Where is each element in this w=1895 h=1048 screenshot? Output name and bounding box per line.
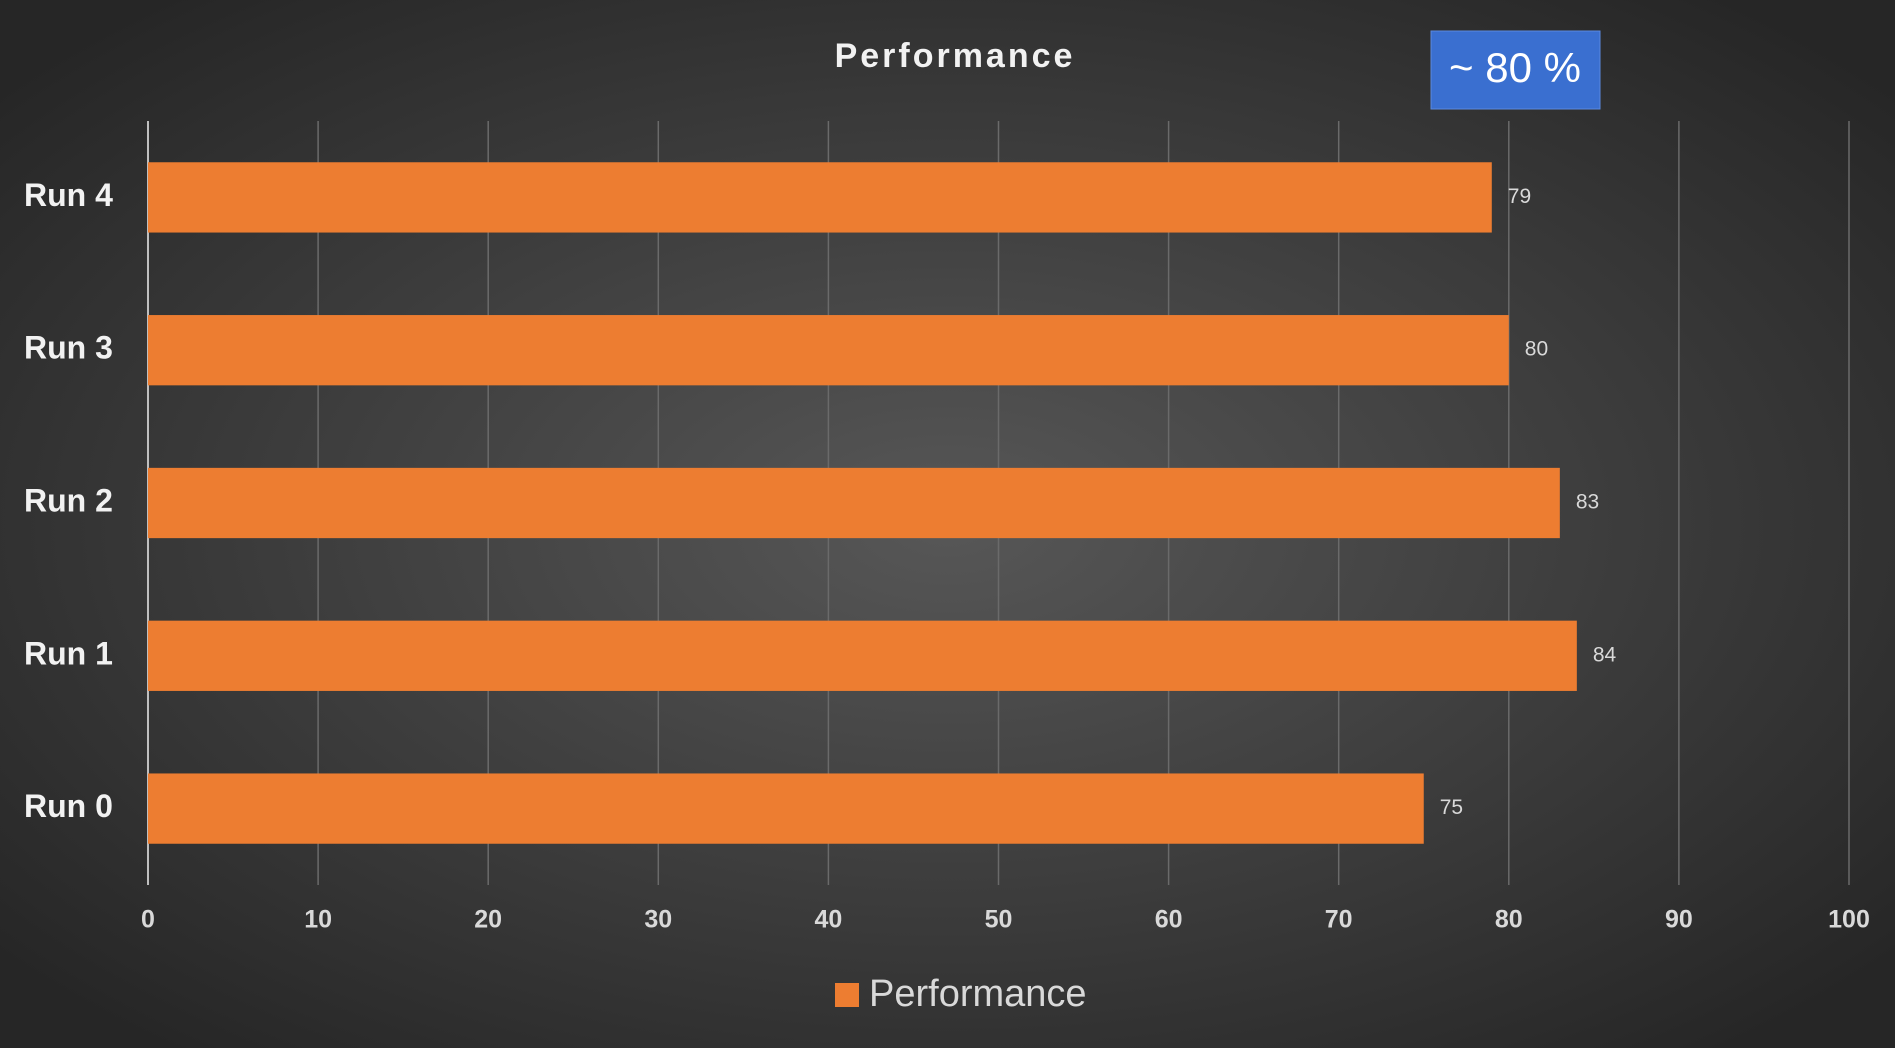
bar: [148, 467, 1560, 539]
x-tick-label: 100: [1828, 906, 1870, 934]
x-tick-label: 20: [474, 906, 502, 934]
annotation: ~ 80 %: [1449, 44, 1581, 91]
data-label: 79: [1508, 185, 1531, 208]
data-label: 83: [1576, 491, 1599, 514]
x-tick-label: 50: [985, 906, 1013, 934]
x-tick-label: 30: [644, 906, 672, 934]
annotation-box: [1430, 30, 1601, 110]
bar: [148, 315, 1509, 386]
y-tick-label: Run 1: [24, 635, 113, 671]
x-tick-label: 10: [304, 906, 332, 934]
legend-swatch: [835, 983, 859, 1007]
bar: [148, 773, 1424, 844]
y-tick-label: Run 4: [24, 177, 113, 213]
chart-title: Performance: [835, 37, 1076, 75]
x-tick-label: 80: [1495, 906, 1523, 934]
y-tick-label: Run 2: [24, 482, 113, 518]
x-tick-label: 60: [1155, 906, 1183, 934]
x-tick-label: 40: [814, 906, 842, 934]
data-label: 84: [1593, 643, 1617, 666]
legend-label: Performance: [869, 973, 1087, 1015]
x-tick-label: 90: [1665, 906, 1693, 934]
y-tick-label: Run 3: [24, 330, 113, 366]
bar: [148, 162, 1492, 233]
data-label: 80: [1525, 338, 1548, 361]
x-tick-label: 0: [141, 906, 155, 934]
y-tick-label: Run 0: [24, 788, 113, 824]
bar: [148, 620, 1577, 691]
data-label: 75: [1440, 796, 1463, 819]
x-tick-label: 70: [1325, 906, 1353, 934]
